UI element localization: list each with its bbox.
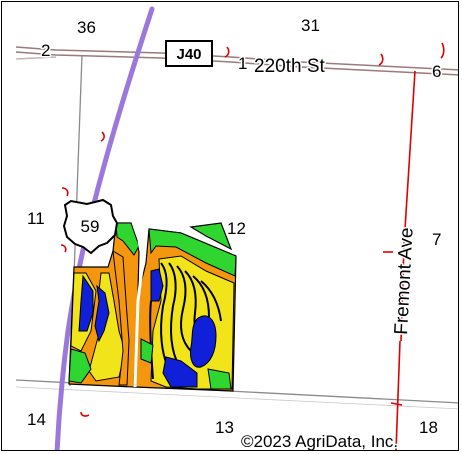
us-route-shield-label: 59: [81, 217, 100, 236]
road-220th-st: [15, 46, 458, 76]
map-canvas[interactable]: J40 59 2 1 220th St 6 Fremont Ave 36 31 …: [2, 2, 459, 451]
soil-zone-right-yellow: [150, 255, 235, 390]
soil-contours: [149, 262, 222, 380]
parcel-divider: [133, 240, 145, 388]
soil-zone-left-green: [115, 222, 140, 256]
section-13: 13: [215, 418, 234, 437]
soil-zone-left-blue-2: [94, 284, 110, 343]
soil-zone-left-green-2: [68, 348, 92, 384]
soil-zone-left-blue-1: [78, 274, 94, 332]
section-11: 11: [27, 209, 45, 228]
soil-zone-right-blue-3: [162, 356, 198, 388]
section-numbers: 36 31 11 12 7 14 13 18: [27, 16, 441, 437]
section-7: 7: [432, 230, 441, 249]
county-road-marks: [60, 42, 445, 450]
soil-zone-right-green-mid: [140, 338, 154, 364]
section-14: 14: [27, 410, 46, 429]
soil-zone-right-blue-1: [190, 315, 217, 368]
road-number-6: 6: [432, 62, 441, 81]
soil-zone-right-blue-2: [150, 268, 164, 302]
soil-zone-left-stripe: [112, 250, 130, 386]
section-18: 18: [419, 418, 438, 437]
road-number-1: 1: [238, 54, 247, 73]
section-31: 31: [301, 16, 320, 35]
soil-zone-right-green-bottom: [207, 368, 232, 390]
section-36: 36: [77, 18, 96, 37]
road-number-2: 2: [41, 41, 50, 60]
soil-zone-sliver: [189, 222, 233, 251]
copyright-notice: ©2023 AgriData, Inc.: [241, 432, 398, 451]
county-road-shield-j40[interactable]: J40: [165, 40, 213, 67]
county-shield-label: J40: [176, 46, 201, 63]
soil-map-field[interactable]: [68, 222, 237, 392]
avenue-label-fremont-ave: Fremont Ave: [391, 227, 418, 335]
section-12: 12: [227, 219, 246, 238]
street-label-220th-st: 220th St: [254, 56, 325, 77]
us-route-shield-59[interactable]: 59: [62, 198, 119, 255]
soil-zone-right-green-top: [148, 228, 237, 277]
